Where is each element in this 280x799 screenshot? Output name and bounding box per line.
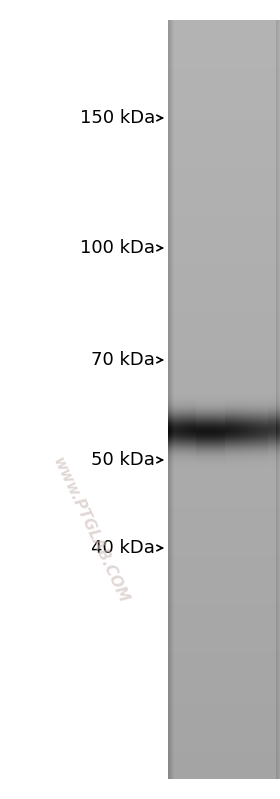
Text: 50 kDa: 50 kDa xyxy=(91,451,155,469)
Text: 40 kDa: 40 kDa xyxy=(91,539,155,557)
Text: 100 kDa: 100 kDa xyxy=(80,239,155,257)
Text: 150 kDa: 150 kDa xyxy=(80,109,155,127)
Text: www.PTGLAB.COM: www.PTGLAB.COM xyxy=(50,455,130,606)
Text: 70 kDa: 70 kDa xyxy=(91,351,155,369)
